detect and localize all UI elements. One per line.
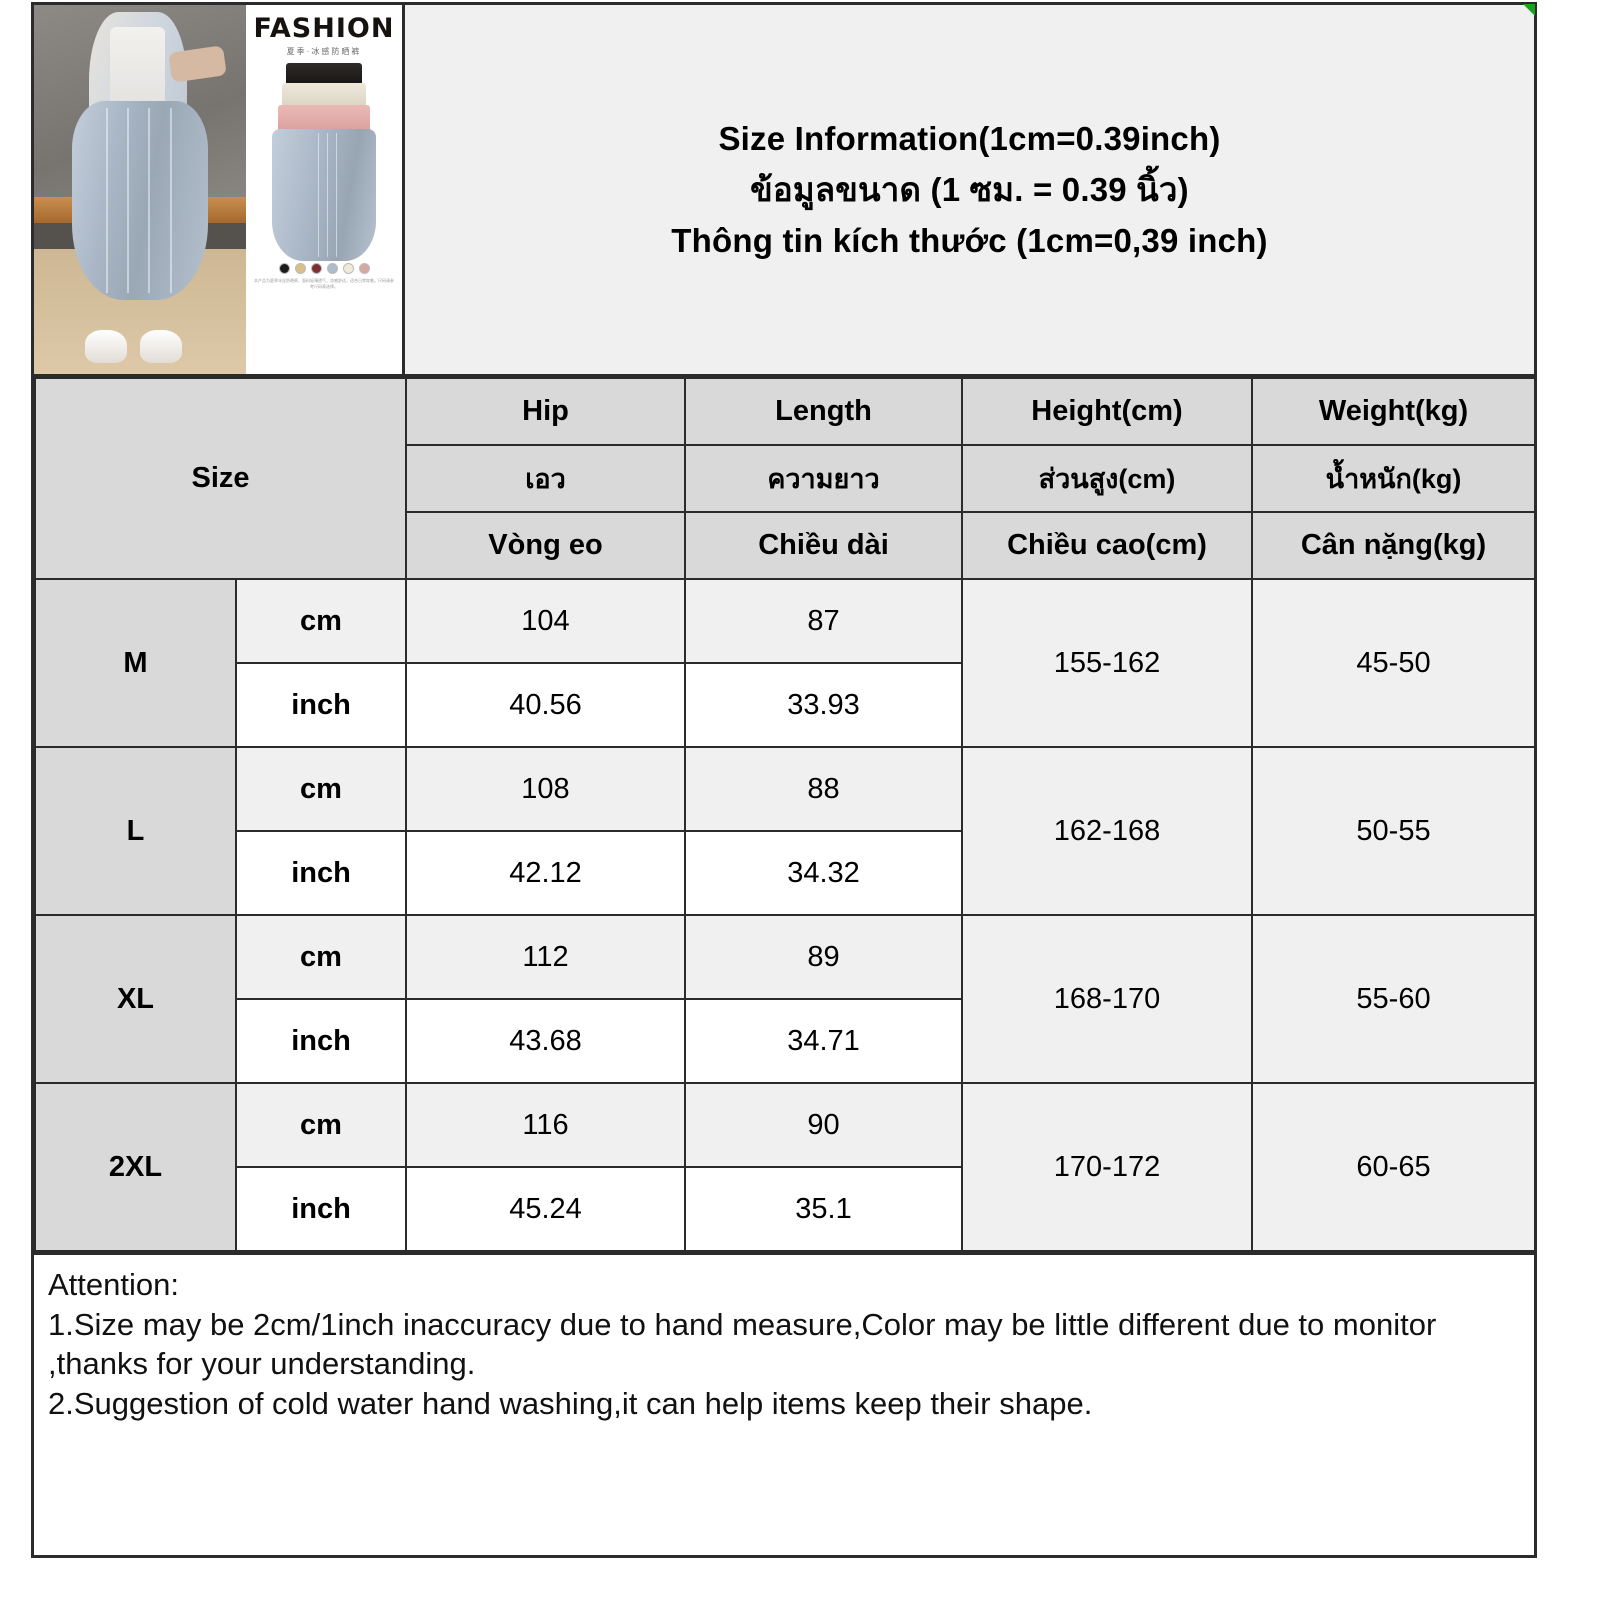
- swatch-bluegray: [326, 263, 338, 274]
- length-cm-m: 87: [684, 578, 963, 664]
- swatch-darkred: [310, 263, 322, 274]
- height-xl: 168-170: [961, 914, 1253, 1084]
- weight-xl: 55-60: [1251, 914, 1536, 1084]
- attention-heading: Attention:: [48, 1267, 179, 1302]
- height-l: 162-168: [961, 746, 1253, 916]
- table-row: inch 42.12 34.32: [35, 830, 1535, 916]
- size-cell-m: M: [34, 578, 237, 748]
- color-swatch-row: [246, 263, 402, 274]
- header-weight-en: Weight(kg): [1251, 377, 1536, 446]
- unit-inch: inch: [235, 830, 407, 916]
- weight-m: 45-50: [1251, 578, 1536, 748]
- table-row: L cm 108 88 162-168 50-55: [34, 746, 1536, 916]
- header-length-vi: Chiều dài: [684, 511, 963, 580]
- green-corner-marker: [1523, 4, 1535, 16]
- title-thai: ข้อมูลขนาด (1 ซม. = 0.39 นิ้ว): [750, 170, 1189, 208]
- header-length-th: ความยาว: [684, 444, 963, 513]
- header-hip-vi: Vòng eo: [405, 511, 686, 580]
- header-hip-th: เอว: [405, 444, 686, 513]
- header-height-th: ส่วนสูง(cm): [961, 444, 1253, 513]
- hip-cm-m: 104: [405, 578, 686, 664]
- table-row: inch 43.68 34.71: [35, 998, 1535, 1084]
- header-row-vietnamese: Vòng eo Chiều dài Chiều cao(cm) Cân nặng…: [35, 511, 1536, 580]
- header-hip-en: Hip: [405, 377, 686, 446]
- weight-l: 50-55: [1251, 746, 1536, 916]
- size-table: Size Hip Length Height(cm) Weight(kg) เอ…: [34, 377, 1536, 1252]
- title-cell: Size Information(1cm=0.39inch) ข้อมูลขนา…: [405, 4, 1535, 374]
- fashion-subtitle: 夏季·冰感防晒裤: [286, 47, 362, 56]
- pants-pleat: [317, 133, 319, 257]
- pants-pleat: [336, 133, 338, 257]
- swatch-pink: [358, 263, 370, 274]
- photo-pleat: [127, 108, 130, 293]
- header-row-thai: เอว ความยาว ส่วนสูง(cm) น้ำหนัก(kg): [35, 444, 1536, 513]
- pants-pleat: [327, 133, 329, 257]
- pants-gray: [272, 129, 376, 261]
- pants-cream: [282, 83, 366, 109]
- photo-pleat: [148, 108, 151, 293]
- unit-cm: cm: [235, 578, 407, 664]
- header-row-english: Size Hip Length Height(cm) Weight(kg): [34, 377, 1536, 580]
- unit-cm: cm: [235, 914, 407, 1000]
- length-inch-m: 33.93: [684, 662, 963, 748]
- height-m: 155-162: [961, 578, 1253, 748]
- swatch-cream: [342, 263, 354, 274]
- title-english: Size Information(1cm=0.39inch): [718, 119, 1221, 157]
- photo-pleat: [169, 108, 172, 293]
- swatch-gold: [294, 263, 306, 274]
- attention-note-1: 1.Size may be 2cm/1inch inaccuracy due t…: [48, 1306, 1437, 1382]
- size-cell-2xl: 2XL: [34, 1082, 237, 1252]
- length-inch-2xl: 35.1: [684, 1166, 963, 1252]
- size-cell-l: L: [34, 746, 237, 916]
- length-cm-2xl: 90: [684, 1082, 963, 1168]
- photo-pleat: [106, 108, 109, 293]
- hip-inch-l: 42.12: [405, 830, 686, 916]
- hip-inch-xl: 43.68: [405, 998, 686, 1084]
- top-band: FASHION 夏季·冰感防晒裤: [34, 4, 1535, 377]
- table-row: inch 40.56 33.93: [35, 662, 1535, 748]
- size-header-cell: Size: [34, 377, 407, 580]
- hip-cm-xl: 112: [405, 914, 686, 1000]
- photo-shoe-left: [84, 329, 128, 363]
- unit-inch: inch: [235, 1166, 407, 1252]
- hip-inch-2xl: 45.24: [405, 1166, 686, 1252]
- model-photo: [34, 5, 246, 374]
- swatch-black: [278, 263, 290, 274]
- length-cm-l: 88: [684, 746, 963, 832]
- header-length-en: Length: [684, 377, 963, 446]
- height-2xl: 170-172: [961, 1082, 1253, 1252]
- fashion-logo: FASHION: [253, 13, 395, 44]
- table-row: 2XL cm 116 90 170-172 60-65: [34, 1082, 1536, 1252]
- pants-color-stack: [246, 63, 402, 261]
- product-fine-print: 本产品为夏季冰丝防晒裤，面料轻薄透气，凉感舒适，适合日常穿着。尺码请参考尺码表选…: [254, 278, 394, 289]
- unit-inch: inch: [235, 662, 407, 748]
- photo-model-pants: [72, 100, 208, 301]
- attention-section: Attention: 1.Size may be 2cm/1inch inacc…: [34, 1252, 1534, 1529]
- length-cm-xl: 89: [684, 914, 963, 1000]
- table-row: M cm 104 87 155-162 45-50: [34, 578, 1536, 748]
- product-photo-cell: FASHION 夏季·冰感防晒裤: [34, 5, 405, 374]
- unit-cm: cm: [235, 746, 407, 832]
- photo-shoe-right: [140, 329, 183, 363]
- size-chart-sheet: FASHION 夏季·冰感防晒裤: [31, 2, 1537, 1558]
- product-detail-photo: FASHION 夏季·冰感防晒裤: [246, 5, 402, 374]
- header-height-vi: Chiều cao(cm): [961, 511, 1253, 580]
- hip-cm-2xl: 116: [405, 1082, 686, 1168]
- unit-inch: inch: [235, 998, 407, 1084]
- attention-note-2: 2.Suggestion of cold water hand washing,…: [48, 1386, 1093, 1422]
- length-inch-xl: 34.71: [684, 998, 963, 1084]
- title-vietnamese: Thông tin kích thước (1cm=0,39 inch): [671, 222, 1268, 260]
- hip-cm-l: 108: [405, 746, 686, 832]
- table-row: XL cm 112 89 168-170 55-60: [34, 914, 1536, 1084]
- weight-2xl: 60-65: [1251, 1082, 1536, 1252]
- hip-inch-m: 40.56: [405, 662, 686, 748]
- length-inch-l: 34.32: [684, 830, 963, 916]
- header-weight-th: น้ำหนัก(kg): [1251, 444, 1536, 513]
- size-cell-xl: XL: [34, 914, 237, 1084]
- header-height-en: Height(cm): [961, 377, 1253, 446]
- photo-model-top: [110, 27, 166, 109]
- header-weight-vi: Cân nặng(kg): [1251, 511, 1536, 580]
- table-row: inch 45.24 35.1: [35, 1166, 1535, 1252]
- unit-cm: cm: [235, 1082, 407, 1168]
